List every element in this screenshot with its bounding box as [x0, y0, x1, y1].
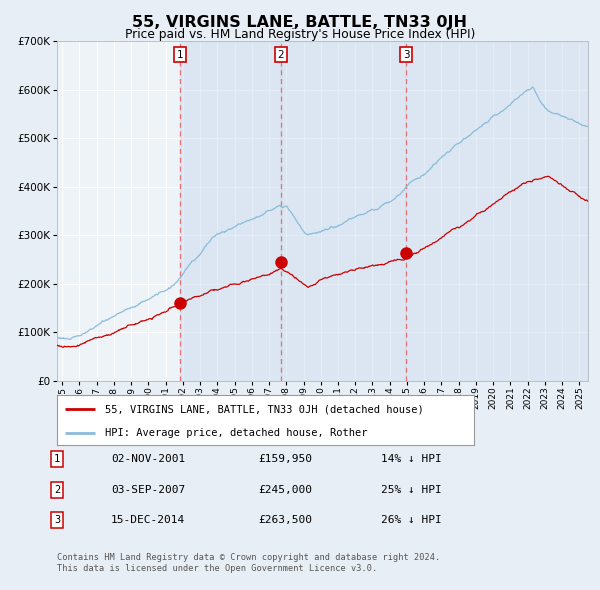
Text: 1: 1 [177, 50, 184, 60]
Text: This data is licensed under the Open Government Licence v3.0.: This data is licensed under the Open Gov… [57, 565, 377, 573]
Text: £159,950: £159,950 [258, 454, 312, 464]
Bar [180, 41, 281, 381]
Text: 02-NOV-2001: 02-NOV-2001 [111, 454, 185, 464]
Text: 55, VIRGINS LANE, BATTLE, TN33 0JH: 55, VIRGINS LANE, BATTLE, TN33 0JH [133, 15, 467, 30]
Text: 15-DEC-2014: 15-DEC-2014 [111, 516, 185, 525]
Text: 3: 3 [54, 516, 60, 525]
Text: 2: 2 [277, 50, 284, 60]
Text: HPI: Average price, detached house, Rother: HPI: Average price, detached house, Roth… [105, 428, 367, 438]
Text: 26% ↓ HPI: 26% ↓ HPI [381, 516, 442, 525]
Text: 2: 2 [54, 485, 60, 494]
Text: £263,500: £263,500 [258, 516, 312, 525]
Text: 03-SEP-2007: 03-SEP-2007 [111, 485, 185, 494]
Text: 55, VIRGINS LANE, BATTLE, TN33 0JH (detached house): 55, VIRGINS LANE, BATTLE, TN33 0JH (deta… [105, 404, 424, 414]
Text: £245,000: £245,000 [258, 485, 312, 494]
Bar [406, 41, 588, 381]
Text: 25% ↓ HPI: 25% ↓ HPI [381, 485, 442, 494]
Text: 3: 3 [403, 50, 410, 60]
Text: 1: 1 [54, 454, 60, 464]
Text: 14% ↓ HPI: 14% ↓ HPI [381, 454, 442, 464]
Text: Contains HM Land Registry data © Crown copyright and database right 2024.: Contains HM Land Registry data © Crown c… [57, 553, 440, 562]
Text: Price paid vs. HM Land Registry's House Price Index (HPI): Price paid vs. HM Land Registry's House … [125, 28, 475, 41]
Bar [281, 41, 406, 381]
